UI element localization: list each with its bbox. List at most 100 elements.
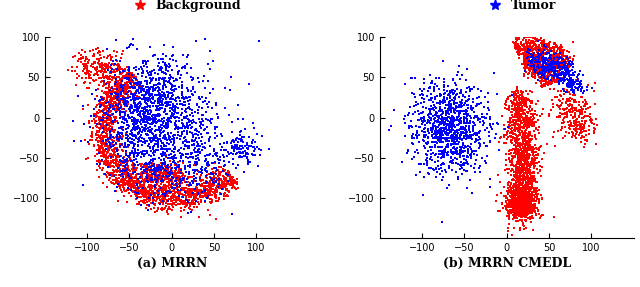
Point <box>99 96 109 100</box>
Point <box>115 69 125 74</box>
Point <box>444 131 454 135</box>
Point <box>139 182 149 187</box>
Point <box>529 60 539 64</box>
Point <box>516 99 527 104</box>
Point <box>466 135 476 139</box>
Point <box>146 77 156 81</box>
Point <box>515 206 525 210</box>
Point <box>155 185 165 190</box>
Point <box>549 60 559 65</box>
Point <box>118 159 128 164</box>
Point <box>145 193 156 198</box>
Point <box>122 76 132 80</box>
Point <box>190 132 200 137</box>
Point <box>445 160 456 164</box>
Point <box>170 161 180 165</box>
Point <box>535 216 545 220</box>
Point <box>544 67 554 72</box>
Point <box>175 199 186 203</box>
Point <box>452 133 462 138</box>
Point <box>557 49 568 54</box>
Point <box>442 117 452 121</box>
Point <box>213 183 223 187</box>
Point <box>131 176 141 181</box>
Point <box>504 180 514 184</box>
Point <box>156 177 166 181</box>
Point <box>418 138 428 143</box>
Point <box>223 172 234 176</box>
Point <box>531 147 541 151</box>
Point <box>516 106 527 110</box>
Point <box>125 81 136 85</box>
Point <box>549 56 559 61</box>
Point <box>99 141 109 146</box>
Point <box>457 163 467 167</box>
Point <box>84 73 95 77</box>
Point <box>195 193 205 198</box>
Point <box>520 176 531 181</box>
Point <box>531 209 541 214</box>
Point <box>518 162 529 166</box>
Point <box>140 89 150 93</box>
Point <box>538 65 548 69</box>
Point <box>513 137 524 141</box>
Point <box>86 119 97 123</box>
Point <box>130 149 140 153</box>
Point <box>519 46 529 50</box>
Point <box>444 125 454 129</box>
Point <box>154 124 164 129</box>
Point <box>516 42 527 47</box>
Point <box>118 166 129 171</box>
Point <box>184 144 195 149</box>
Point <box>522 51 532 56</box>
Point <box>514 171 524 175</box>
Point <box>142 108 152 113</box>
Point <box>103 67 113 72</box>
Point <box>115 126 125 131</box>
Point <box>439 129 449 133</box>
Point <box>120 68 130 72</box>
Point <box>130 119 140 124</box>
Point <box>154 117 164 122</box>
Point <box>513 189 524 194</box>
Point <box>100 134 110 139</box>
Point <box>109 136 119 140</box>
Point <box>577 95 587 100</box>
Point <box>515 127 525 132</box>
Point <box>157 179 167 183</box>
Point <box>516 48 527 53</box>
Point <box>211 179 221 184</box>
Point <box>130 189 140 193</box>
Point <box>116 90 126 94</box>
Point <box>522 49 532 53</box>
Point <box>499 133 509 137</box>
Point <box>434 76 444 81</box>
Point <box>438 129 448 133</box>
Point <box>531 61 541 65</box>
Point <box>136 165 147 170</box>
Point <box>85 49 95 53</box>
Point <box>132 97 143 102</box>
Point <box>161 100 172 104</box>
Point <box>198 186 209 190</box>
Point <box>166 162 176 166</box>
Point <box>521 69 531 74</box>
Point <box>514 160 524 165</box>
Point <box>164 117 174 121</box>
Point <box>541 66 551 71</box>
Point <box>431 132 441 137</box>
Point <box>499 193 509 198</box>
Point <box>206 177 216 181</box>
Point <box>452 105 463 110</box>
Point <box>419 126 429 130</box>
Point <box>429 119 440 123</box>
Point <box>566 123 576 128</box>
Point <box>132 125 143 129</box>
Point <box>555 64 565 69</box>
Point <box>131 102 141 107</box>
Point <box>573 87 583 92</box>
Point <box>100 160 110 164</box>
Point <box>123 123 133 127</box>
Point <box>168 181 179 185</box>
Point <box>140 139 150 144</box>
